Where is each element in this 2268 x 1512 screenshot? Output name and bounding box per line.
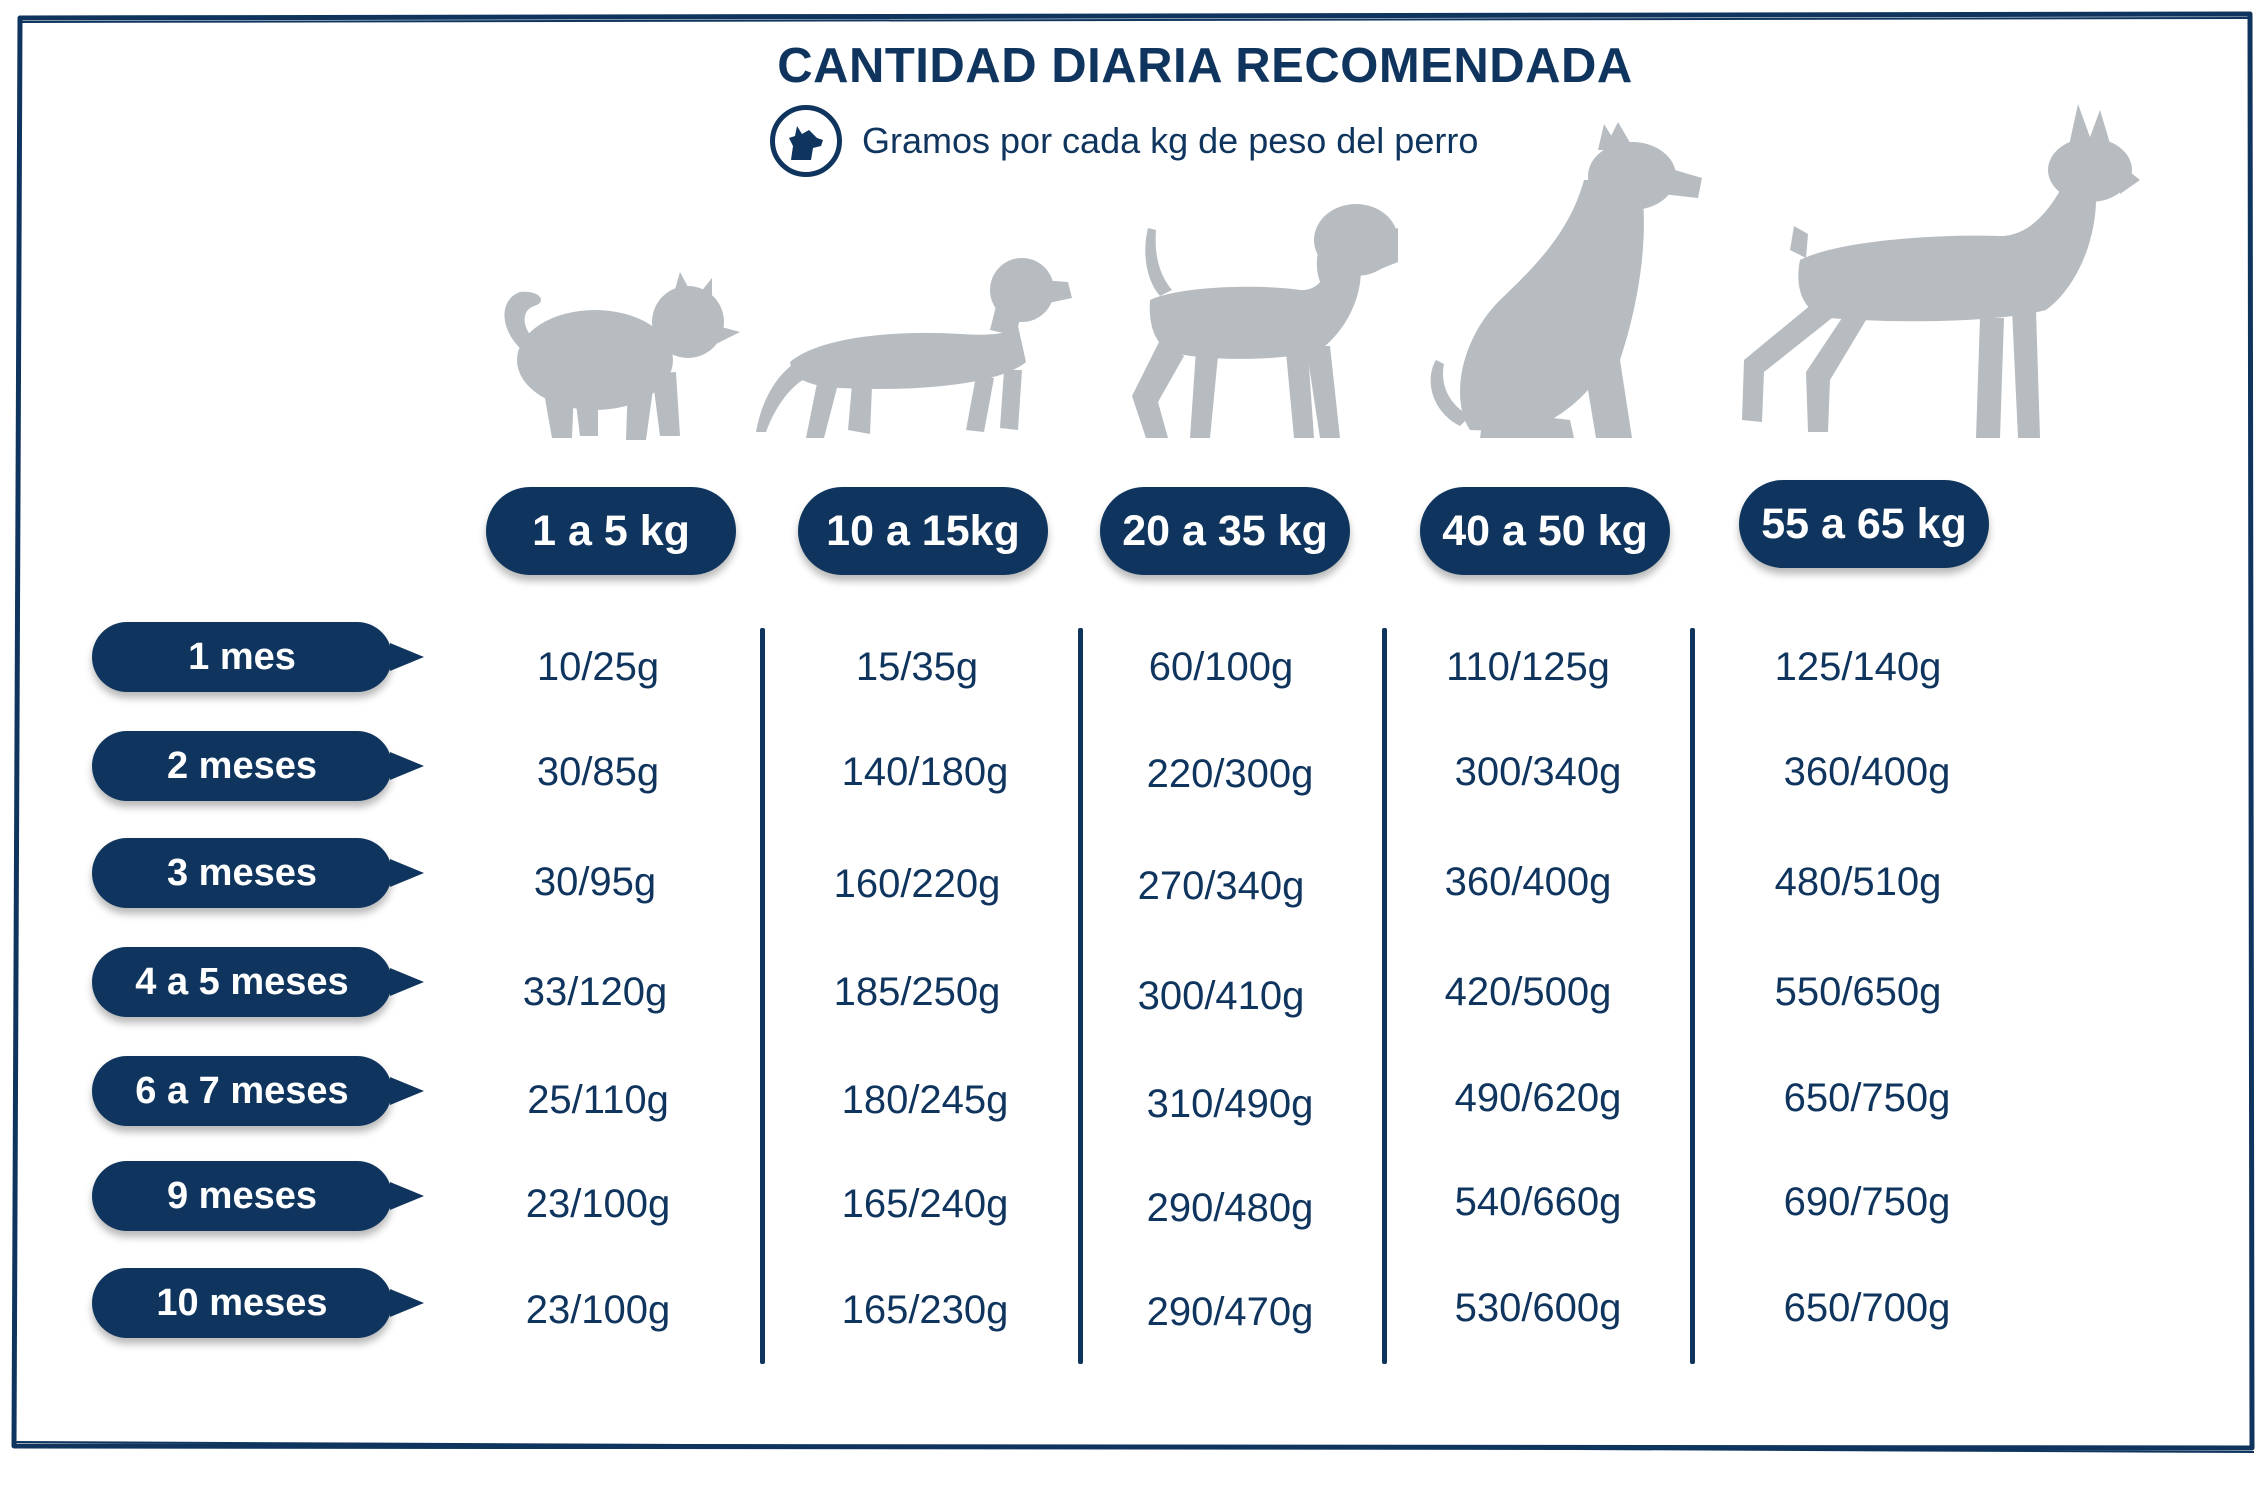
table-cell: 310/490g	[1146, 1082, 1314, 1126]
table-cell: 550/650g	[1774, 970, 1942, 1014]
table-cell: 290/480g	[1146, 1186, 1314, 1230]
dog-silhouettes	[504, 104, 2140, 440]
page-title: CANTIDAD DIARIA RECOMENDADA	[777, 39, 1633, 93]
table-cell: 160/220g	[833, 862, 1001, 906]
age-label-6-7-meses: 6 a 7 meses	[92, 1056, 392, 1126]
table-cell: 15/35g	[855, 645, 979, 689]
table-cell: 30/85g	[536, 750, 660, 794]
table-cell: 140/180g	[841, 750, 1009, 794]
table-cell: 60/100g	[1148, 645, 1294, 689]
table-cell: 490/620g	[1454, 1076, 1622, 1120]
table-cell: 125/140g	[1774, 645, 1942, 689]
table-cell: 540/660g	[1454, 1180, 1622, 1224]
doberman-icon	[1742, 104, 2140, 438]
table-cell: 220/300g	[1146, 752, 1314, 796]
table-cell: 185/250g	[833, 970, 1001, 1014]
weight-pill-55-65kg: 55 a 65 kg	[1739, 480, 1989, 568]
beagle-icon	[1132, 204, 1398, 438]
table-cell: 300/410g	[1137, 974, 1305, 1018]
column-divider	[1690, 628, 1695, 1364]
sitting-dog-icon	[1430, 122, 1702, 438]
age-label-2-meses: 2 meses	[92, 731, 392, 801]
age-label-3-meses: 3 meses	[92, 838, 392, 908]
page-subtitle: Gramos por cada kg de peso del perro	[862, 120, 1479, 161]
weight-pill-10-15kg: 10 a 15kg	[798, 487, 1048, 575]
dachshund-icon	[756, 258, 1072, 438]
age-label-10-meses: 10 meses	[92, 1268, 392, 1338]
age-label-1-mes: 1 mes	[92, 622, 392, 692]
table-cell: 690/750g	[1783, 1180, 1951, 1224]
table-cell: 10/25g	[536, 645, 660, 689]
chihuahua-icon	[504, 272, 740, 440]
table-cell: 23/100g	[525, 1182, 671, 1226]
table-cell: 650/750g	[1783, 1076, 1951, 1120]
table-cell: 25/110g	[527, 1078, 669, 1122]
table-cell: 480/510g	[1774, 860, 1942, 904]
table-cell: 300/340g	[1454, 750, 1622, 794]
table-cell: 420/500g	[1444, 970, 1612, 1014]
table-cell: 30/95g	[533, 860, 657, 904]
subtitle-row: Gramos por cada kg de peso del perro	[770, 100, 1478, 182]
table-cell: 165/230g	[841, 1288, 1009, 1332]
table-cell: 530/600g	[1454, 1286, 1622, 1330]
table-cell: 23/100g	[525, 1288, 671, 1332]
table-cell: 165/240g	[841, 1182, 1009, 1226]
dog-head-icon	[770, 105, 842, 177]
table-cell: 110/125g	[1446, 645, 1610, 689]
table-cell: 33/120g	[522, 970, 668, 1014]
age-label-9-meses: 9 meses	[92, 1161, 392, 1231]
table-cell: 290/470g	[1146, 1290, 1314, 1334]
table-cell: 650/700g	[1783, 1286, 1951, 1330]
column-divider	[1382, 628, 1387, 1364]
table-cell: 180/245g	[841, 1078, 1009, 1122]
age-label-4-5-meses: 4 a 5 meses	[92, 947, 392, 1017]
weight-pill-20-35kg: 20 a 35 kg	[1100, 487, 1350, 575]
column-divider	[1078, 628, 1083, 1364]
column-divider	[760, 628, 765, 1364]
table-cell: 270/340g	[1137, 864, 1305, 908]
weight-pill-40-50kg: 40 a 50 kg	[1420, 487, 1670, 575]
weight-pill-1-5kg: 1 a 5 kg	[486, 487, 736, 575]
table-cell: 360/400g	[1444, 860, 1612, 904]
table-cell: 360/400g	[1783, 750, 1951, 794]
